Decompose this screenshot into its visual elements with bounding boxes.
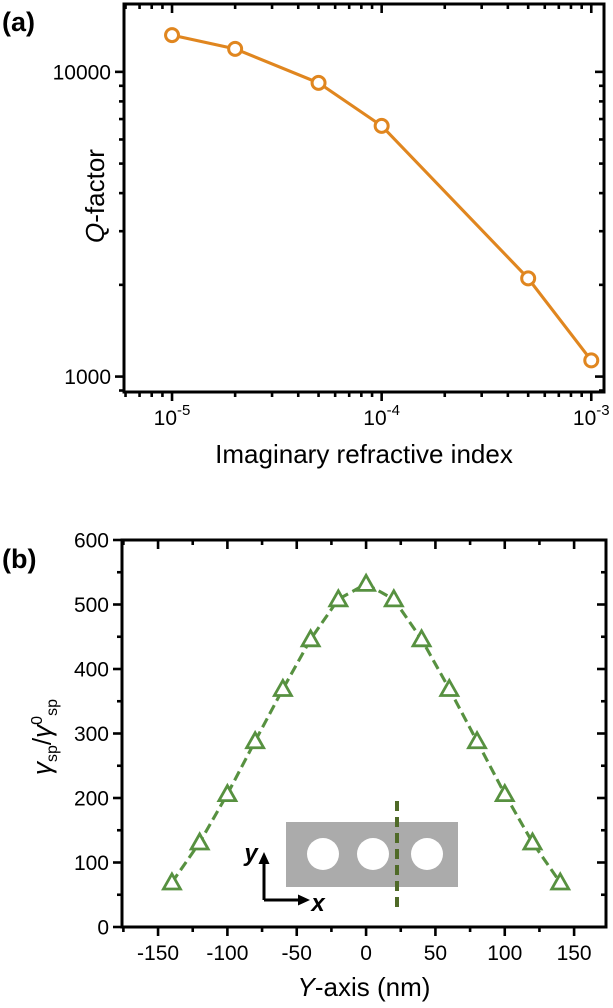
panel-a-axis-box xyxy=(122,2,606,394)
data-point-triangle xyxy=(493,782,516,803)
data-point-circle xyxy=(227,40,244,57)
x-tick-label: -50 xyxy=(282,942,312,965)
data-point-circle xyxy=(520,270,537,287)
panel-a-series-line xyxy=(171,33,593,362)
inset-hole xyxy=(357,838,389,870)
data-point-triangle xyxy=(521,831,544,851)
x-tick-label: 100 xyxy=(487,942,522,965)
data-point-triangle xyxy=(271,677,294,697)
inset-x-axis-label: x xyxy=(309,890,326,917)
y-tick-label: 0 xyxy=(97,917,109,940)
data-point-triangle xyxy=(161,871,183,891)
y-tick-label: 1000 xyxy=(64,366,111,389)
data-point-triangle xyxy=(410,627,433,648)
data-point-triangle xyxy=(466,729,488,750)
panel-b-ticks xyxy=(113,538,606,936)
x-tick-label: 10-3 xyxy=(573,402,610,430)
panel-a-x-axis-title: Imaginary refractive index xyxy=(215,439,513,469)
x-tick-label: 10-4 xyxy=(363,402,400,430)
inset-hole xyxy=(411,838,443,870)
y-axis-title-part: 0 xyxy=(29,715,46,725)
inset-structure-schematic: yx xyxy=(243,801,458,917)
y-tick-label: 600 xyxy=(74,530,109,553)
inset-x-arrowhead xyxy=(298,894,310,906)
x-tick-label: 0 xyxy=(360,942,372,965)
panel-a-label: (a) xyxy=(2,7,35,37)
panel-a-markers xyxy=(164,27,600,369)
panel-b-tick-labels: 0 100 200 300 400 500 600 -150 -100 -50 0 50 100 150 xyxy=(74,530,592,966)
panel-a-tick-labels: 1000 10000 10-5 10-4 10-3 xyxy=(53,61,610,430)
panel-b-y-axis-title: γsp/γ0sp xyxy=(27,699,61,775)
y-axis-title-part: γ xyxy=(27,761,57,775)
data-point-triangle xyxy=(188,831,211,851)
data-point-circle xyxy=(310,74,327,91)
y-tick-label: 300 xyxy=(74,723,109,746)
y-tick-label: 200 xyxy=(74,788,109,811)
panel-a-ticks xyxy=(115,4,604,401)
data-point-triangle xyxy=(438,677,461,697)
panel-a-y-axis-title: Q-factor xyxy=(80,149,110,243)
inset-y-axis-label: y xyxy=(243,840,259,867)
data-point-triangle xyxy=(299,627,322,648)
x-tick-label: 50 xyxy=(424,942,447,965)
y-axis-title-part: γ xyxy=(27,724,57,738)
data-point-circle xyxy=(164,27,181,44)
data-point-triangle xyxy=(355,572,377,592)
x-tick-label: -150 xyxy=(137,942,179,965)
panel-b-x-axis-title: Y-axis (nm) xyxy=(297,972,431,1002)
x-tick-label: -100 xyxy=(206,942,248,965)
y-tick-label: 10000 xyxy=(53,61,111,84)
y-axis-title-part: sp xyxy=(44,699,61,716)
panel-b-plot: 0 100 200 300 400 500 600 -150 -100 -50 0 50 100 150 y… xyxy=(74,530,608,966)
inset-y-arrowhead xyxy=(258,852,270,864)
data-point-triangle xyxy=(216,782,239,803)
y-tick-label: 100 xyxy=(74,852,109,875)
inset-hole xyxy=(307,838,339,870)
data-point-triangle xyxy=(549,871,572,891)
y-tick-label: 500 xyxy=(74,594,109,617)
y-axis-title-part: / xyxy=(27,737,57,746)
data-point-triangle xyxy=(327,588,350,608)
data-point-circle xyxy=(373,117,390,134)
panel-a-plot: 1000 10000 10-5 10-4 10-3 xyxy=(53,2,610,430)
panel-b-label: (b) xyxy=(2,544,37,574)
panel-b-markers xyxy=(161,572,572,891)
y-axis-title-part: sp xyxy=(44,745,61,762)
y-tick-label: 400 xyxy=(74,659,109,682)
data-point-triangle xyxy=(382,588,405,608)
data-point-triangle xyxy=(244,729,267,750)
x-tick-label: 10-5 xyxy=(154,402,191,430)
x-tick-label: 150 xyxy=(557,942,592,965)
data-point-circle xyxy=(583,352,600,369)
